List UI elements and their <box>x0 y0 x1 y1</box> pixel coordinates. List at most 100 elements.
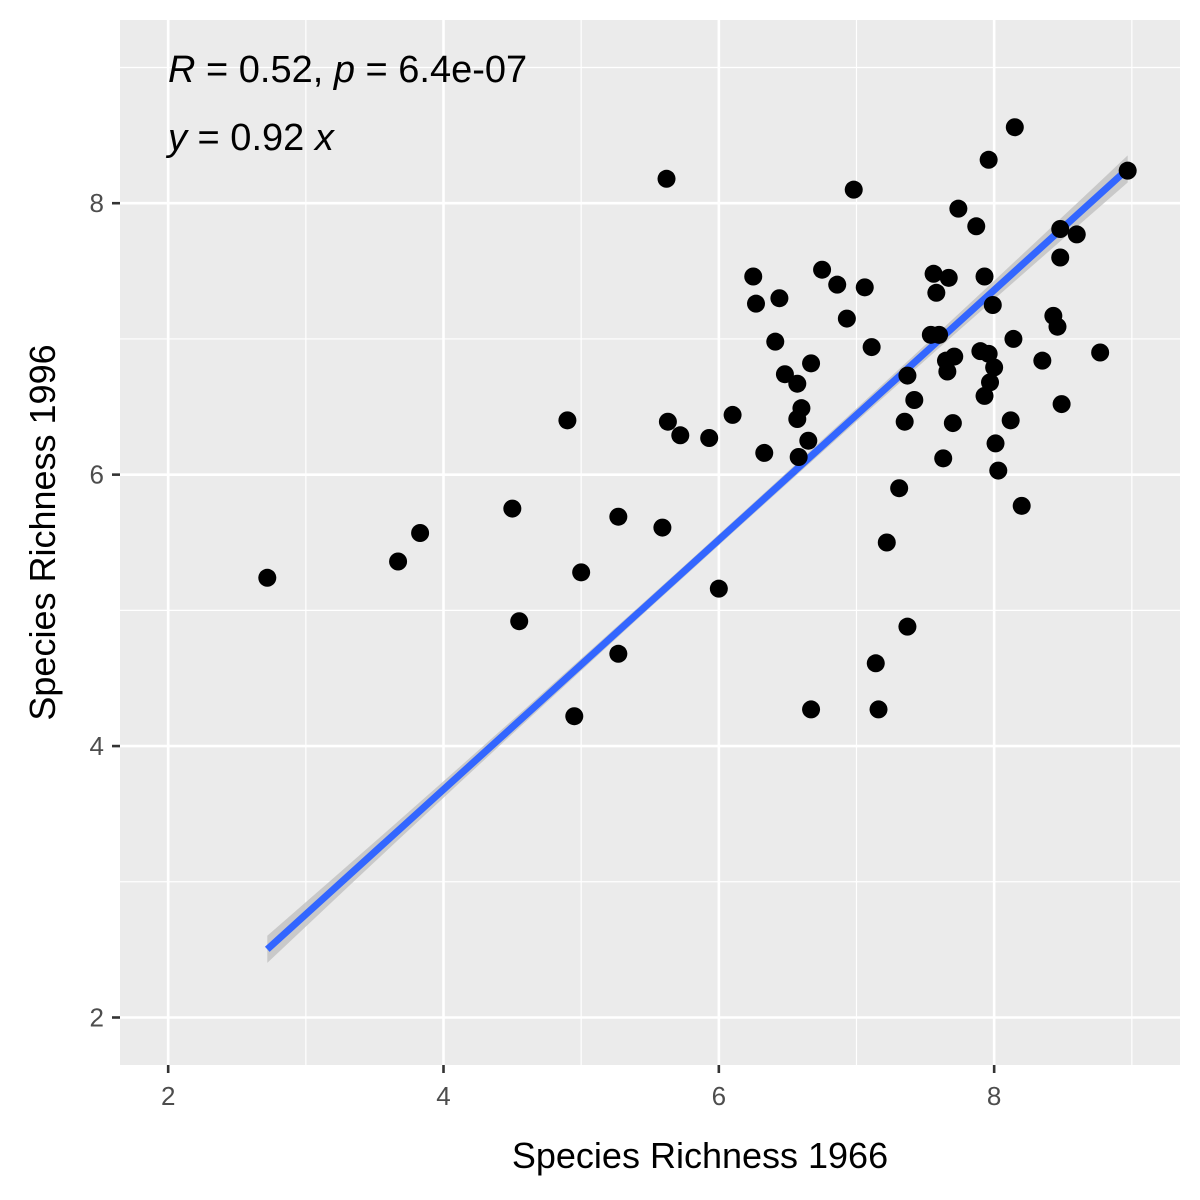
data-point <box>877 533 896 552</box>
data-point <box>1091 343 1110 362</box>
data-point <box>609 644 628 663</box>
data-point <box>975 386 994 405</box>
p-value-text: = 6.4e-07 <box>355 49 527 91</box>
y-axis-title: Species Richness 1996 <box>22 344 63 720</box>
data-point <box>802 354 821 373</box>
y-tick-label: 2 <box>90 1003 104 1033</box>
x-tick-label: 2 <box>161 1081 175 1111</box>
equation-annotation: y = 0.92 x <box>165 117 336 159</box>
data-point <box>709 579 728 598</box>
data-point <box>799 431 818 450</box>
data-point <box>1004 329 1023 348</box>
data-point <box>1005 118 1024 137</box>
data-point <box>510 612 529 631</box>
data-point <box>945 347 964 366</box>
grid-major <box>120 20 1180 1065</box>
data-point <box>1051 220 1070 238</box>
data-point <box>898 617 917 636</box>
data-point <box>389 552 408 571</box>
data-point <box>938 362 957 381</box>
data-point <box>985 358 1004 377</box>
data-point <box>775 365 794 384</box>
data-point <box>411 524 430 542</box>
x-axis-title: Species Richness 1966 <box>512 1135 888 1176</box>
equation-text: = 0.92 <box>187 117 315 159</box>
data-point <box>503 499 522 518</box>
data-point <box>671 426 690 445</box>
x-axis-ticks: 2 4 6 8 <box>161 1065 1001 1111</box>
data-point <box>986 434 1005 453</box>
data-point <box>837 309 856 328</box>
data-point <box>979 344 998 363</box>
data-point <box>924 264 943 283</box>
data-point <box>844 180 863 199</box>
data-point <box>1051 248 1070 267</box>
x-tick-label: 6 <box>712 1081 726 1111</box>
data-point <box>1048 317 1067 336</box>
data-point <box>862 338 881 357</box>
x-symbol: x <box>313 117 336 159</box>
data-point <box>657 169 676 188</box>
y-tick-label: 4 <box>90 731 104 761</box>
data-point <box>983 296 1002 314</box>
data-point <box>788 374 807 393</box>
data-point <box>989 461 1008 480</box>
data-point <box>700 429 719 447</box>
data-point <box>905 391 924 409</box>
data-point <box>558 411 577 430</box>
data-point <box>895 412 914 431</box>
data-point <box>1118 161 1137 180</box>
data-point <box>653 518 672 537</box>
data-point <box>789 448 808 466</box>
r-symbol: R <box>168 49 195 91</box>
data-point <box>792 399 811 418</box>
x-tick-label: 8 <box>987 1081 1001 1111</box>
r-value-text: = 0.52, <box>195 49 333 91</box>
data-point <box>258 568 277 587</box>
data-point <box>981 373 1000 392</box>
data-point <box>723 405 742 424</box>
x-tick-label: 4 <box>436 1081 450 1111</box>
data-point <box>943 414 962 433</box>
correlation-annotation: R = 0.52, p = 6.4e-07 <box>168 49 527 91</box>
data-point <box>975 267 994 286</box>
data-point <box>979 150 998 169</box>
data-point <box>1012 496 1031 515</box>
y-tick-label: 8 <box>90 188 104 218</box>
data-point <box>939 268 958 287</box>
data-point <box>565 707 584 726</box>
data-point <box>813 260 832 279</box>
regression-line <box>264 166 1131 952</box>
data-point <box>744 267 763 286</box>
data-point <box>747 294 765 313</box>
data-points <box>258 118 1137 726</box>
data-point <box>770 289 789 308</box>
data-point <box>898 366 917 385</box>
data-point <box>1033 351 1052 370</box>
data-point <box>927 283 946 302</box>
data-point <box>1052 395 1071 414</box>
data-point <box>855 278 874 297</box>
data-point <box>1001 411 1020 430</box>
data-point <box>802 700 821 719</box>
y-axis-ticks: 2 4 6 8 <box>90 188 120 1033</box>
data-point <box>949 199 968 218</box>
data-point <box>658 412 677 431</box>
data-point <box>890 479 909 498</box>
data-point <box>828 275 847 294</box>
data-point <box>766 332 785 351</box>
data-point <box>609 507 628 526</box>
panel-background <box>120 20 1180 1065</box>
data-point <box>866 654 885 673</box>
data-point <box>1067 225 1086 244</box>
data-point <box>572 563 591 582</box>
data-point <box>967 217 986 236</box>
data-point <box>930 325 949 344</box>
data-point <box>934 449 953 468</box>
data-point <box>869 700 888 719</box>
y-tick-label: 6 <box>90 460 104 490</box>
data-point <box>755 443 774 462</box>
p-symbol: p <box>333 49 355 91</box>
y-symbol: y <box>165 117 189 159</box>
